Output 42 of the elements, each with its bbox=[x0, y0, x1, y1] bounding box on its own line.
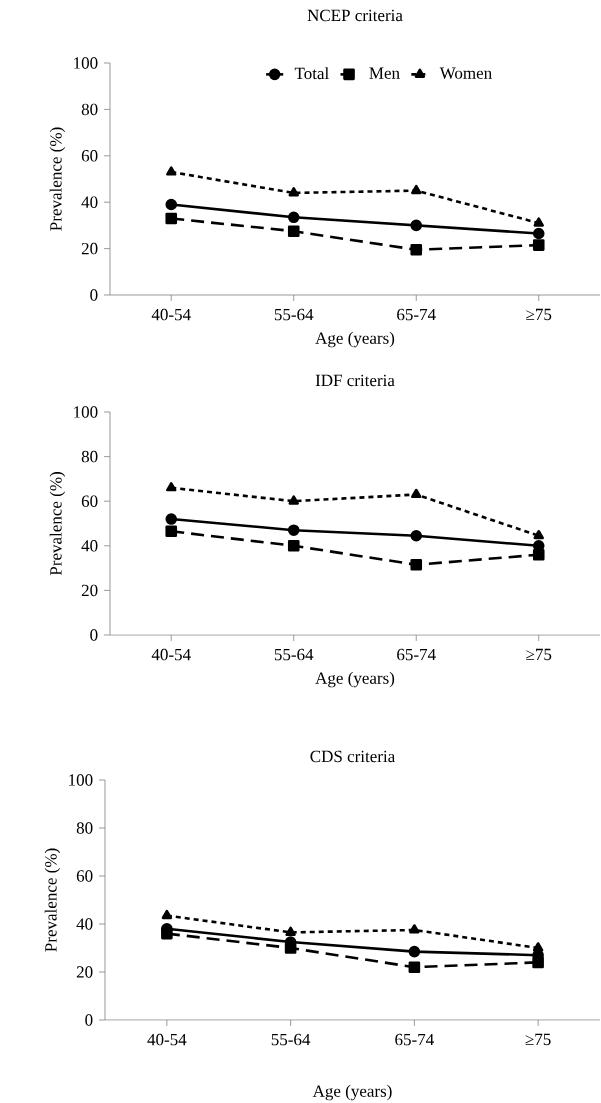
x-tick-label: 55-64 bbox=[274, 648, 314, 661]
y-tick-label: 100 bbox=[74, 406, 98, 418]
x-axis-title: Age (years) bbox=[315, 671, 395, 688]
legend-label: Men bbox=[369, 67, 400, 79]
chart-title: CDS criteria bbox=[310, 750, 395, 763]
y-tick-label: 80 bbox=[81, 103, 98, 116]
chart-title: IDF criteria bbox=[315, 374, 395, 387]
y-axis-title: Prevalence (%) bbox=[49, 472, 66, 576]
legend-label: Women bbox=[439, 67, 492, 79]
x-tick-label: 40-54 bbox=[151, 308, 191, 321]
chart-title: NCEP criteria bbox=[307, 9, 403, 22]
y-tick-label: 0 bbox=[85, 1014, 93, 1026]
y-tick-label: 80 bbox=[76, 822, 93, 834]
legend-label: Total bbox=[294, 67, 329, 80]
y-tick-label: 20 bbox=[81, 242, 98, 255]
x-tick-label: ≥75 bbox=[526, 308, 552, 321]
x-tick-label: 65-74 bbox=[395, 1033, 434, 1046]
x-tick-label: 40-54 bbox=[147, 1033, 187, 1046]
y-tick-label: 0 bbox=[90, 629, 98, 641]
x-axis-title: Age (years) bbox=[315, 331, 395, 348]
y-tick-label: 60 bbox=[81, 150, 98, 162]
x-tick-label: 65-74 bbox=[397, 648, 436, 661]
y-tick-label: 100 bbox=[69, 774, 93, 786]
x-tick-label: 40-54 bbox=[151, 648, 191, 661]
y-tick-label: 40 bbox=[76, 918, 93, 930]
x-tick-label: 55-64 bbox=[271, 1033, 311, 1046]
x-tick-label: ≥75 bbox=[525, 1033, 551, 1046]
x-tick-label: ≥75 bbox=[526, 648, 552, 661]
y-tick-label: 60 bbox=[81, 495, 98, 507]
y-axis-title: Prevalence (%) bbox=[49, 127, 66, 231]
y-tick-label: 100 bbox=[74, 57, 98, 69]
y-tick-label: 20 bbox=[76, 966, 93, 978]
y-tick-label: 60 bbox=[76, 870, 93, 882]
x-tick-label: 65-74 bbox=[397, 308, 436, 321]
y-tick-label: 80 bbox=[81, 450, 98, 463]
y-tick-label: 0 bbox=[90, 289, 98, 301]
x-tick-label: 55-64 bbox=[274, 308, 314, 321]
y-axis-title: Prevalence (%) bbox=[44, 848, 61, 952]
y-tick-label: 40 bbox=[81, 196, 98, 208]
y-tick-label: 20 bbox=[81, 584, 98, 597]
x-axis-title: Age (years) bbox=[312, 1084, 392, 1101]
y-tick-label: 40 bbox=[81, 540, 98, 552]
